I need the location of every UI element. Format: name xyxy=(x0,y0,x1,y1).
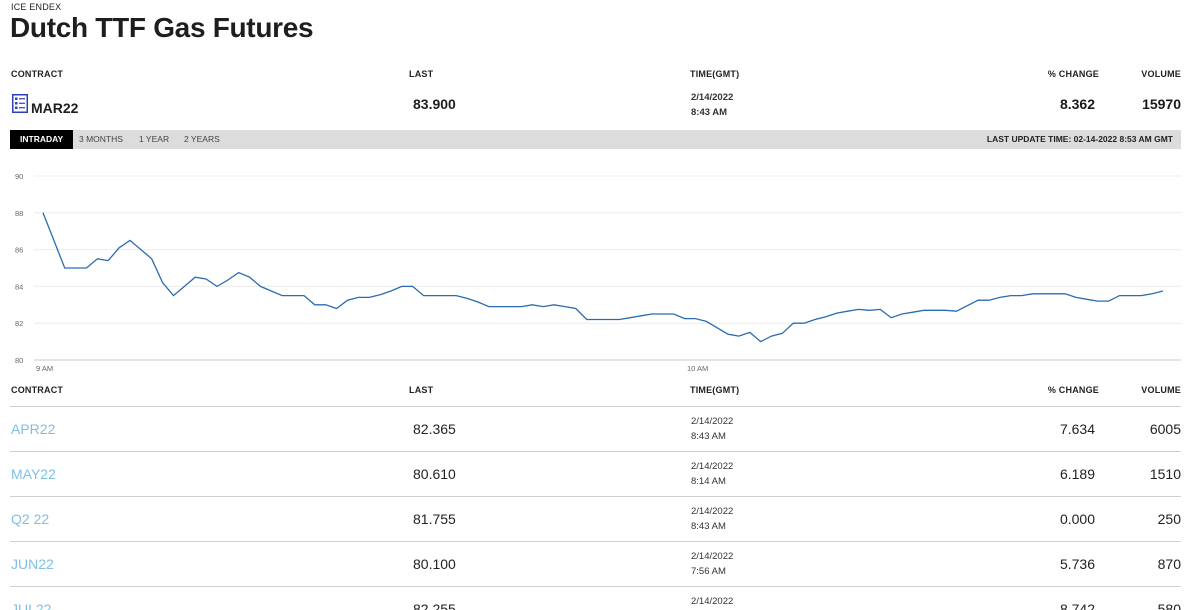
y-tick-label: 80 xyxy=(15,356,23,365)
table-header-divider xyxy=(10,406,1181,407)
table-header-time: TIME(GMT) xyxy=(690,385,740,395)
row-divider xyxy=(10,541,1181,542)
row-volume: 1510 xyxy=(1149,466,1181,482)
row-time-date: 2/14/2022 xyxy=(691,506,734,517)
row-last: 80.610 xyxy=(413,466,456,482)
row-time-clock: 8:43 AM xyxy=(691,521,726,532)
table-header-contract: CONTRACT xyxy=(11,385,64,395)
row-divider xyxy=(10,451,1181,452)
row-volume: 6005 xyxy=(1149,421,1181,437)
table-header-volume: VOLUME xyxy=(1141,385,1181,395)
row-last: 81.755 xyxy=(413,511,456,527)
range-tab-bar: INTRADAY 3 MONTHS 1 YEAR 2 YEARS LAST UP… xyxy=(10,130,1181,149)
contract-sheet-icon[interactable] xyxy=(12,94,28,113)
row-time-clock: 8:43 AM xyxy=(691,431,726,442)
x-tick-label: 10 AM xyxy=(687,364,708,373)
featured-volume: 15970 xyxy=(1142,96,1181,112)
y-tick-label: 88 xyxy=(15,209,23,218)
row-contract-link[interactable]: JUN22 xyxy=(11,556,54,572)
row-time-clock: 7:56 AM xyxy=(691,566,726,577)
column-header-volume: VOLUME xyxy=(1141,69,1181,79)
featured-contract[interactable]: MAR22 xyxy=(31,100,79,116)
row-time: 2/14/2022 8:43 AM xyxy=(691,414,733,444)
row-time: 2/14/2022 8:43 AM xyxy=(691,504,733,534)
tab-intraday[interactable]: INTRADAY xyxy=(10,130,74,149)
row-volume: 580 xyxy=(1157,601,1181,610)
row-contract-link[interactable]: APR22 xyxy=(11,421,56,437)
intraday-price-chart: 80 82 84 86 88 90 9 AM 10 AM xyxy=(15,172,1181,373)
row-time: 2/14/2022 7:56 AM xyxy=(691,549,733,579)
row-time: 2/14/2022 xyxy=(691,594,733,609)
column-header-contract: CONTRACT xyxy=(11,69,64,79)
row-time-date: 2/14/2022 xyxy=(691,551,734,562)
row-time-clock: 8:14 AM xyxy=(691,476,726,487)
column-header-time: TIME(GMT) xyxy=(690,69,740,79)
tab-3-months[interactable]: 3 MONTHS xyxy=(79,134,123,144)
row-pct-change: 5.736 xyxy=(1059,556,1095,572)
y-tick-label: 90 xyxy=(15,172,23,181)
featured-pct-change: 8.362 xyxy=(1059,96,1095,112)
featured-time: 2/14/2022 8:43 AM xyxy=(691,90,733,120)
row-last: 82.255 xyxy=(413,601,456,610)
row-volume: 870 xyxy=(1157,556,1181,572)
tab-1-year[interactable]: 1 YEAR xyxy=(139,134,170,144)
page-title: Dutch TTF Gas Futures xyxy=(10,12,314,43)
row-last: 80.100 xyxy=(413,556,456,572)
row-divider xyxy=(10,586,1181,587)
row-contract-link[interactable]: Q2 22 xyxy=(11,511,50,527)
featured-last: 83.900 xyxy=(413,96,456,112)
row-time: 2/14/2022 8:14 AM xyxy=(691,459,733,489)
row-contract-link[interactable]: MAY22 xyxy=(11,466,56,482)
row-last: 82.365 xyxy=(413,421,456,437)
column-header-last: LAST xyxy=(409,69,434,79)
row-pct-change: 7.634 xyxy=(1059,421,1095,437)
featured-time-date: 2/14/2022 xyxy=(691,92,734,103)
row-pct-change: 0.000 xyxy=(1059,511,1095,527)
table-header-last: LAST xyxy=(409,385,434,395)
last-update-time: LAST UPDATE TIME: 02-14-2022 8:53 AM GMT xyxy=(986,134,1173,144)
row-divider xyxy=(10,496,1181,497)
row-time-date: 2/14/2022 xyxy=(691,416,734,427)
price-series-line xyxy=(42,212,1164,343)
column-header-pct-change: % CHANGE xyxy=(1047,69,1099,79)
y-tick-label: 82 xyxy=(15,319,23,328)
tab-2-years[interactable]: 2 YEARS xyxy=(184,134,220,144)
row-volume: 250 xyxy=(1157,511,1181,527)
row-pct-change: 8.742 xyxy=(1059,601,1095,610)
row-pct-change: 6.189 xyxy=(1059,466,1095,482)
featured-time-clock: 8:43 AM xyxy=(691,107,728,118)
eyebrow-label: ICE ENDEX xyxy=(11,2,62,12)
y-tick-label: 84 xyxy=(15,282,23,291)
x-tick-label: 9 AM xyxy=(36,364,53,373)
table-header-pct-change: % CHANGE xyxy=(1047,385,1099,395)
row-time-date: 2/14/2022 xyxy=(691,596,734,607)
row-contract-link[interactable]: JUL22 xyxy=(11,601,52,610)
row-time-date: 2/14/2022 xyxy=(691,461,734,472)
y-tick-label: 86 xyxy=(15,246,23,255)
